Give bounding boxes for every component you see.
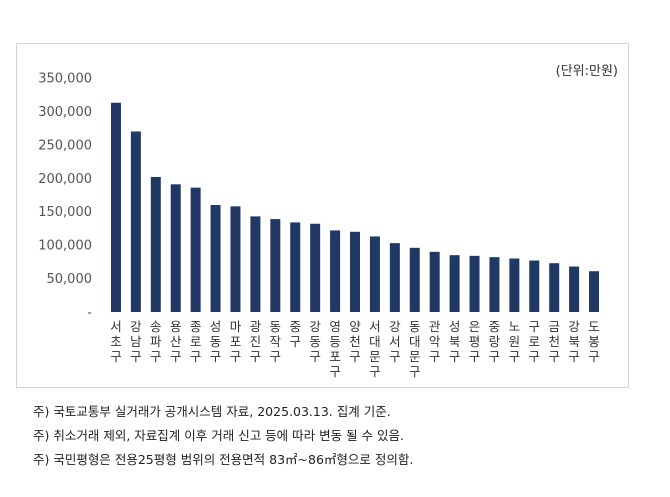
x-category-label: 서대문구 — [369, 319, 381, 379]
x-category-label: 성북구 — [449, 319, 461, 364]
x-category-label: 중구 — [289, 319, 301, 349]
x-category-label: 마포구 — [230, 319, 242, 364]
y-tick-label: 50,000 — [47, 272, 93, 287]
x-category-label: 영등포구 — [329, 319, 341, 379]
x-category-label: 강남구 — [130, 319, 142, 364]
bar — [111, 103, 121, 312]
bar — [430, 252, 440, 312]
x-category-label: 서초구 — [110, 319, 122, 364]
bar — [290, 222, 300, 312]
x-category-label: 은평구 — [469, 319, 481, 364]
note-exclusion: 주) 취소거래 제외, 자료집계 이후 거래 신고 등에 따라 변동 될 수 있… — [33, 424, 653, 448]
notes: 주) 국토교통부 실거래가 공개시스템 자료, 2025.03.13. 집계 기… — [33, 400, 653, 472]
x-category-label: 중랑구 — [489, 319, 501, 364]
bar — [230, 206, 240, 312]
bar — [589, 271, 599, 312]
bar — [171, 184, 181, 312]
x-category-label: 광진구 — [250, 319, 262, 364]
bar — [191, 188, 201, 312]
bar — [310, 224, 320, 312]
bar — [569, 267, 579, 312]
bar — [410, 248, 420, 312]
bar — [529, 261, 539, 312]
bar — [509, 259, 519, 312]
bar — [470, 256, 480, 312]
bar — [131, 131, 141, 312]
bar — [270, 219, 280, 312]
bar — [390, 243, 400, 312]
y-tick-label: 250,000 — [38, 138, 92, 153]
bar — [350, 232, 360, 312]
y-tick-label: - — [87, 306, 92, 321]
x-category-label: 양천구 — [349, 319, 361, 364]
y-tick-label: 350,000 — [38, 72, 92, 87]
x-category-label: 종로구 — [190, 319, 202, 364]
x-category-label: 관악구 — [429, 319, 441, 364]
bar — [549, 263, 559, 312]
note-definition: 주) 국민평형은 전용25평형 범위의 전용면적 83㎡~86㎡형으로 정의함. — [33, 448, 653, 472]
bar — [151, 177, 161, 312]
x-category-label: 강북구 — [568, 319, 580, 364]
x-category-label: 성동구 — [210, 319, 222, 364]
y-tick-label: 150,000 — [38, 205, 92, 220]
x-category-label: 동대문구 — [409, 319, 421, 379]
bar — [250, 216, 260, 312]
y-tick-label: 300,000 — [38, 105, 92, 120]
bar — [370, 236, 380, 312]
bar — [450, 255, 460, 312]
x-category-label: 강서구 — [389, 319, 401, 364]
x-category-label: 용산구 — [170, 319, 182, 364]
note-source: 주) 국토교통부 실거래가 공개시스템 자료, 2025.03.13. 집계 기… — [33, 400, 653, 424]
y-tick-label: 200,000 — [38, 172, 92, 187]
x-category-label: 도봉구 — [588, 319, 600, 364]
x-category-label: 송파구 — [150, 319, 162, 364]
bar — [330, 230, 340, 312]
bar — [211, 205, 221, 312]
unit-label: (단위:만원) — [556, 60, 618, 79]
y-tick-label: 100,000 — [38, 239, 92, 254]
bar — [489, 257, 499, 312]
x-category-label: 동작구 — [270, 319, 282, 364]
x-category-label: 강동구 — [309, 319, 321, 364]
x-category-label: 구로구 — [529, 319, 541, 364]
x-category-label: 노원구 — [509, 319, 521, 364]
x-category-label: 금천구 — [548, 319, 560, 364]
